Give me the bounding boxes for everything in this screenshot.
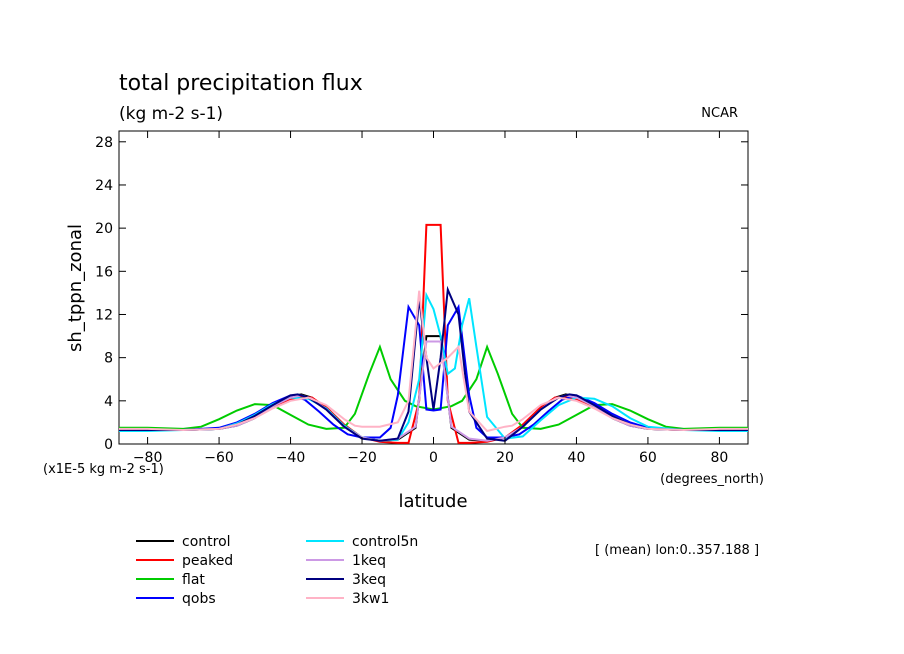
legend-label-control5n: control5n [352, 534, 418, 550]
series-line-1keq [119, 340, 748, 442]
legend-label-1keq: 1keq [352, 553, 386, 569]
x-tick-label: 40 [568, 450, 586, 466]
y-tick-label: 28 [95, 135, 113, 151]
series-line-3keq [119, 285, 748, 442]
source-label: NCAR [701, 106, 738, 121]
x-axis-label: latitude [398, 491, 467, 512]
x-tick-label: −40 [276, 450, 306, 466]
legend-label-qobs: qobs [182, 591, 216, 607]
series-line-control [119, 335, 748, 442]
x-tick-label: −60 [204, 450, 234, 466]
y-axis-label: sh_tppn_zonal [65, 224, 86, 352]
y-tick-label: 20 [95, 221, 113, 237]
y-tick-label: 8 [104, 351, 113, 367]
series-layer [119, 223, 748, 444]
series-line-qobs [119, 303, 748, 439]
legend: control peaked flat qobs control5n 1keq 3keq 3k… [136, 534, 418, 607]
x-tick-label: 60 [639, 450, 657, 466]
x-tick-label: 0 [429, 450, 438, 466]
y-tick-label: 0 [104, 437, 113, 453]
x-tick-label: −80 [133, 450, 163, 466]
y-tick-label: 12 [95, 307, 113, 323]
plot-frame [118, 130, 749, 445]
x-tick-label: 20 [496, 450, 514, 466]
legend-label-3kw1: 3kw1 [352, 591, 389, 607]
legend-label-control: control [182, 534, 231, 550]
y-axis-units: (x1E-5 kg m-2 s-1) [43, 462, 164, 477]
legend-label-flat: flat [182, 572, 205, 588]
axes-layer: −80 −60 −40 −20 0 20 40 60 80 0 4 8 12 16 20 24 28 [95, 131, 748, 466]
series-line-flat [119, 343, 748, 430]
x-tick-label: −20 [347, 450, 377, 466]
y-tick-label: 4 [104, 394, 113, 410]
annotation: [ (mean) lon:0..357.188 ] [595, 543, 759, 558]
chart-title: total precipitation flux [119, 71, 363, 96]
legend-label-3keq: 3keq [352, 572, 386, 588]
x-axis-units: (degrees_north) [660, 472, 764, 487]
series-line-3kw1 [119, 290, 748, 433]
y-tick-label: 16 [95, 264, 113, 280]
chart-subtitle: (kg m-2 s-1) [119, 104, 223, 124]
y-tick-label: 24 [95, 178, 113, 194]
legend-label-peaked: peaked [182, 553, 233, 569]
x-tick-label: 80 [710, 450, 728, 466]
